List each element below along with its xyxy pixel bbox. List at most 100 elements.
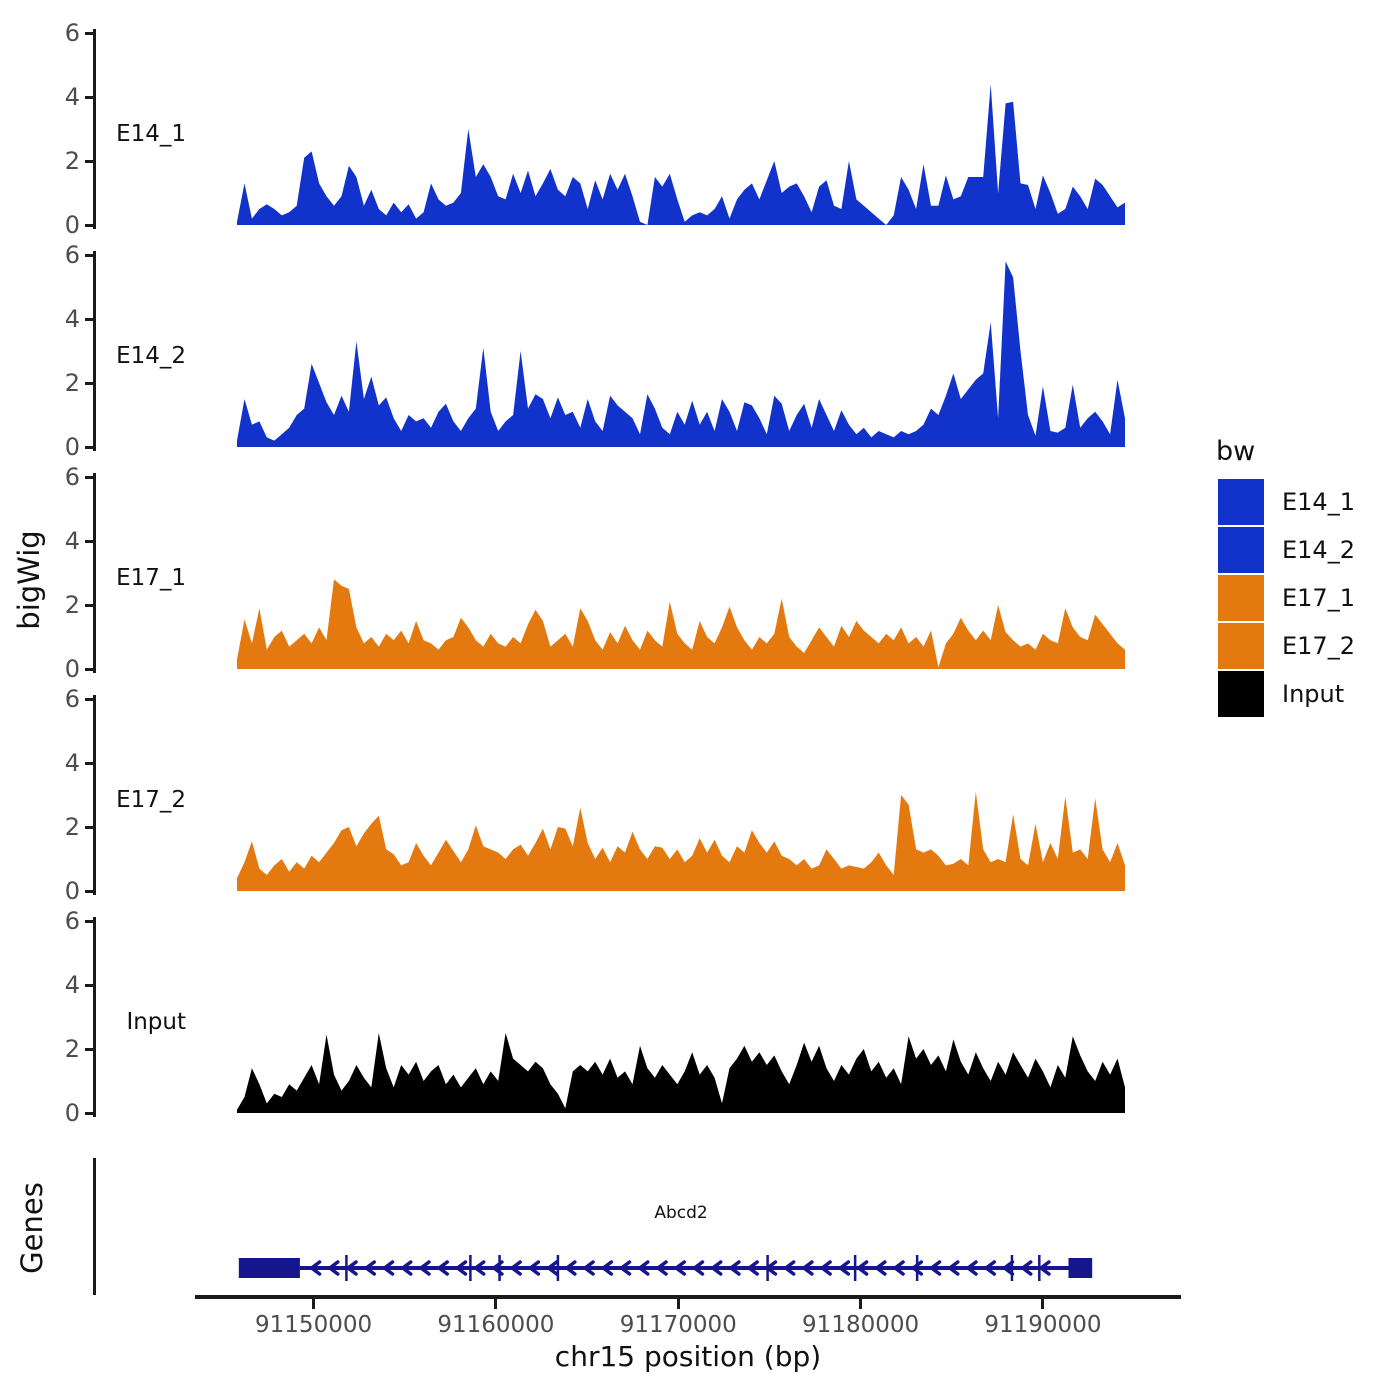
gene-strand-arrow	[636, 1260, 650, 1276]
gene-strand-arrow	[454, 1260, 468, 1276]
y-tick-mark	[85, 1111, 93, 1115]
coverage-polygon	[237, 1033, 1125, 1113]
track-name-label: E17_2	[116, 787, 186, 813]
gene-strand-arrow	[746, 1260, 759, 1276]
x-tick-label: 91190000	[984, 1312, 1102, 1338]
y-tick-label: 2	[64, 1035, 80, 1063]
legend-label-E17_2: E17_2	[1282, 632, 1355, 660]
y-tick-mark	[85, 159, 93, 163]
gene-strand-arrow	[983, 1260, 996, 1276]
gene-strand-arrow	[910, 1260, 924, 1276]
x-tick-mark	[1041, 1299, 1045, 1309]
x-tick-mark	[676, 1299, 680, 1309]
gene-strand-arrow	[873, 1260, 887, 1276]
gene-strand-arrow	[618, 1260, 632, 1276]
y-tick-label: 0	[64, 211, 80, 239]
y-tick-mark	[85, 825, 93, 829]
legend-key-E17_2	[1218, 623, 1264, 669]
y-tick-mark	[85, 603, 93, 607]
y-tick-mark	[85, 889, 93, 893]
y-tick-label: 4	[64, 749, 80, 777]
genes-axis-title: Genes	[15, 1182, 49, 1274]
x-tick-mark	[859, 1299, 863, 1309]
gene-left-exon-box	[238, 1258, 300, 1278]
y-tick-label: 0	[64, 433, 80, 461]
y-tick-label: 0	[64, 877, 80, 905]
gene-strand-arrow	[545, 1260, 559, 1276]
x-axis-line	[195, 1295, 1181, 1299]
gene-name-label: Abcd2	[654, 1203, 708, 1223]
gene-strand-arrow	[764, 1260, 778, 1276]
gene-strand-arrow	[819, 1260, 832, 1276]
legend-label-E14_2: E14_2	[1282, 536, 1355, 564]
gene-strand-arrow	[399, 1260, 413, 1276]
gene-model-svg	[238, 1255, 1093, 1281]
gene-strand-arrow	[946, 1260, 960, 1276]
gene-strand-arrow	[308, 1260, 322, 1276]
legend-label-Input: Input	[1282, 680, 1345, 708]
gene-strand-arrow	[326, 1260, 340, 1276]
gene-strand-arrow	[965, 1260, 978, 1276]
gene-strand-arrow	[345, 1260, 358, 1276]
y-tick-mark	[85, 445, 93, 449]
gene-strand-arrow	[892, 1260, 905, 1276]
gene-strand-arrow	[855, 1260, 869, 1276]
gene-strand-arrow	[1038, 1260, 1051, 1276]
y-tick-label: 6	[64, 463, 80, 491]
track-y-axis-line	[93, 695, 96, 895]
track-y-axis-line	[93, 29, 96, 229]
gene-strand-arrow	[509, 1260, 522, 1276]
y-tick-label: 6	[64, 241, 80, 269]
gene-strand-arrow	[1001, 1260, 1015, 1276]
x-tick-label: 91170000	[619, 1312, 737, 1338]
gene-strand-arrow	[563, 1260, 577, 1276]
y-tick-label: 6	[64, 19, 80, 47]
x-tick-mark	[312, 1299, 316, 1309]
track-y-axis-line	[93, 251, 96, 451]
x-tick-mark	[494, 1299, 498, 1309]
y-tick-label: 4	[64, 971, 80, 999]
gene-strand-arrow	[582, 1260, 595, 1276]
y-tick-mark	[85, 95, 93, 99]
y-tick-mark	[85, 761, 93, 765]
y-tick-label: 4	[64, 305, 80, 333]
y-tick-mark	[85, 697, 93, 701]
gene-strand-arrow	[728, 1260, 741, 1276]
track-name-label: E17_1	[116, 565, 186, 591]
y-axis-title: bigWig	[12, 530, 46, 630]
x-tick-label: 91160000	[437, 1312, 555, 1338]
y-tick-mark	[85, 317, 93, 321]
y-tick-mark	[85, 983, 93, 987]
y-tick-label: 0	[64, 1099, 80, 1127]
y-tick-mark	[85, 381, 93, 385]
coverage-area-E14_2	[237, 261, 1125, 447]
gene-strand-arrow	[800, 1260, 814, 1276]
gene-strand-arrow	[491, 1260, 504, 1276]
gene-strand-arrow	[600, 1260, 614, 1276]
coverage-polygon	[237, 579, 1125, 669]
gene-strand-arrow	[436, 1260, 449, 1276]
gene-strand-arrow	[709, 1260, 723, 1276]
gene-strand-arrow	[782, 1260, 796, 1276]
y-tick-label: 6	[64, 685, 80, 713]
y-tick-label: 6	[64, 907, 80, 935]
coverage-polygon	[237, 791, 1125, 891]
gene-strand-arrow	[673, 1260, 687, 1276]
y-tick-mark	[85, 31, 93, 35]
y-tick-mark	[85, 919, 93, 923]
coverage-area-E14_1	[237, 84, 1125, 225]
legend-label-E14_1: E14_1	[1282, 488, 1355, 516]
track-name-label: Input	[126, 1009, 186, 1035]
gene-strand-arrow	[691, 1260, 705, 1276]
y-tick-mark	[85, 1047, 93, 1051]
legend-title: bw	[1216, 436, 1256, 467]
y-tick-label: 2	[64, 591, 80, 619]
coverage-area-Input	[237, 1033, 1125, 1113]
legend-key-E14_1	[1218, 479, 1264, 525]
gene-strand-arrow	[527, 1260, 541, 1276]
x-axis-title: chr15 position (bp)	[554, 1340, 822, 1373]
gene-strand-arrow	[472, 1260, 486, 1276]
genes-axis-line	[93, 1158, 96, 1295]
gene-strand-arrow	[418, 1260, 431, 1276]
